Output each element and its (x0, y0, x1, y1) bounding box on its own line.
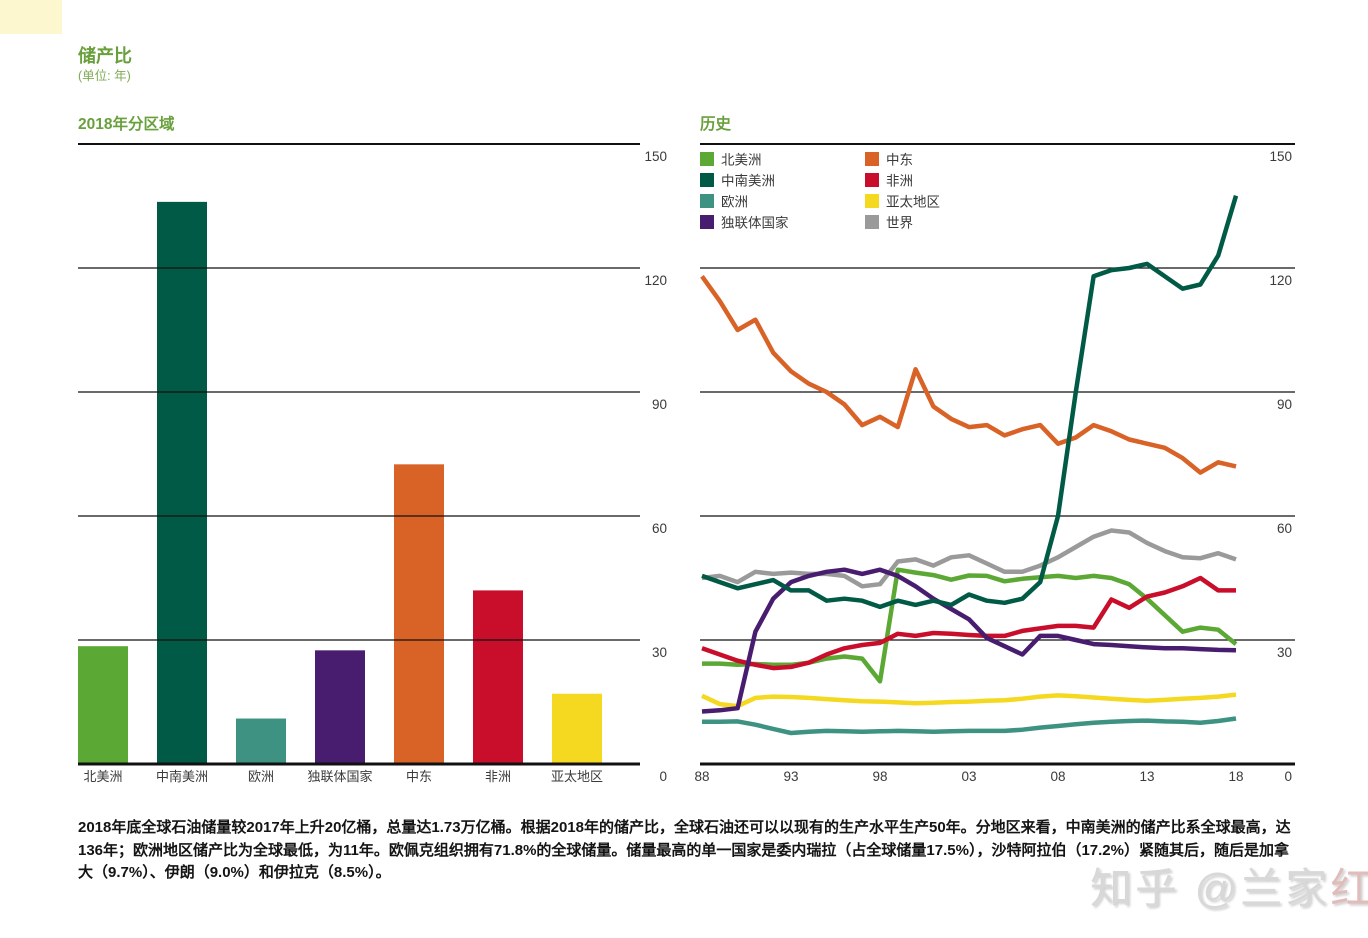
legend-label-非洲: 非洲 (886, 174, 913, 189)
corner-sticker (0, 0, 62, 34)
legend-swatch-中南美洲 (700, 173, 714, 187)
bar-独联体国家 (315, 650, 365, 764)
watermark-prefix: 知乎 @兰家 (1090, 865, 1331, 912)
ytick-label-0: 0 (659, 769, 667, 784)
bar-label-欧洲: 欧洲 (248, 769, 274, 784)
bar-北美洲 (78, 646, 128, 764)
line-series-欧洲 (702, 716, 1237, 736)
ytick-label-150: 150 (644, 149, 667, 164)
ytick-label-120: 120 (644, 273, 667, 288)
legend-label-中东: 中东 (886, 153, 913, 168)
bar-中南美洲 (157, 201, 207, 764)
line-chart-title: 历史 (700, 116, 732, 133)
line-series-非洲 (701, 575, 1236, 671)
legend-swatch-独联体国家 (700, 215, 714, 229)
ytick-label-30: 30 (652, 645, 667, 660)
legend-label-中南美洲: 中南美洲 (721, 174, 775, 189)
legend-label-独联体国家: 独联体国家 (721, 215, 789, 231)
ytick-label-60: 60 (1277, 521, 1292, 536)
legend-swatch-北美洲 (700, 152, 714, 166)
legend-swatch-中东 (865, 152, 879, 166)
ytick-label-90: 90 (1277, 397, 1292, 412)
page-title: 储产比 (78, 46, 132, 66)
ytick-label-0: 0 (1284, 769, 1292, 784)
xtick-label-88: 88 (694, 769, 709, 784)
legend-label-欧洲: 欧洲 (721, 195, 748, 210)
ytick-label-120: 120 (1269, 273, 1292, 288)
line-series-世界 (701, 528, 1237, 589)
legend-label-世界: 世界 (886, 216, 913, 231)
ytick-label-60: 60 (652, 521, 667, 536)
bar-label-中东: 中东 (406, 769, 432, 784)
bar-label-中南美洲: 中南美洲 (156, 769, 208, 784)
bar-label-北美洲: 北美洲 (83, 769, 122, 784)
ytick-label-150: 150 (1269, 149, 1292, 164)
ytick-label-90: 90 (652, 397, 667, 412)
bar-label-独联体国家: 独联体国家 (307, 769, 372, 784)
bar-欧洲 (236, 718, 286, 764)
line-series-亚太地区 (701, 692, 1237, 709)
legend-swatch-世界 (865, 215, 879, 229)
legend-label-北美洲: 北美洲 (721, 153, 762, 168)
xtick-label-98: 98 (872, 769, 887, 784)
ytick-label-30: 30 (1277, 645, 1292, 660)
legend-swatch-亚太地区 (865, 194, 879, 208)
line-series-中南美洲 (701, 195, 1239, 610)
bar-中东 (394, 464, 444, 764)
xtick-label-93: 93 (783, 769, 798, 784)
bar-label-非洲: 非洲 (485, 769, 511, 784)
line-series-独联体国家 (701, 567, 1237, 714)
line-series-中东 (700, 274, 1237, 475)
legend-swatch-非洲 (865, 173, 879, 187)
bar-chart-title: 2018年分区域 (78, 116, 175, 133)
watermark: 知乎 @兰家红薯 (1090, 855, 1368, 916)
xtick-label-08: 08 (1050, 769, 1065, 784)
watermark-suffix: 红薯 (1330, 865, 1368, 912)
xtick-label-18: 18 (1228, 769, 1243, 784)
bar-亚太地区 (552, 693, 602, 764)
bar-非洲 (473, 590, 523, 764)
bar-label-亚太地区: 亚太地区 (551, 769, 603, 784)
legend-label-亚太地区: 亚太地区 (886, 195, 940, 210)
xtick-label-03: 03 (961, 769, 976, 784)
caption-text: 2018年底全球石油储量较2017年上升20亿桶，总量达1.73万亿桶。根据20… (78, 819, 1291, 881)
page-subtitle: (单位: 年) (78, 69, 131, 83)
xtick-label-13: 13 (1139, 769, 1154, 784)
legend-swatch-欧洲 (700, 194, 714, 208)
